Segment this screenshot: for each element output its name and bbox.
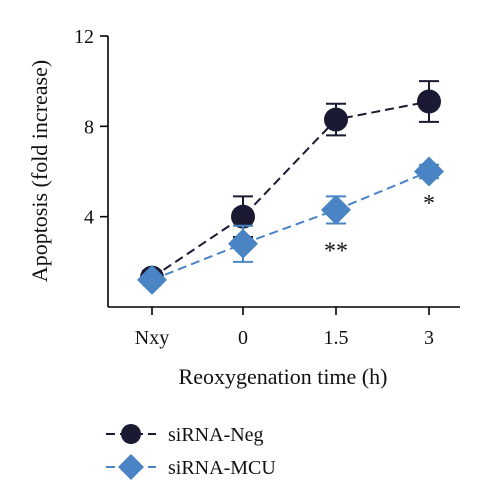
legend-label: siRNA-Neg <box>168 424 264 446</box>
data-point-circle <box>417 89 441 114</box>
x-tick-label: 1.5 <box>324 327 349 349</box>
x-tick-label: 3 <box>424 327 434 349</box>
legend-item: siRNA-MCU <box>106 454 276 480</box>
legend: siRNA-Neg siRNA-MCU <box>106 424 276 480</box>
data-point-diamond <box>414 156 444 187</box>
axes <box>107 36 460 308</box>
data-point-circle <box>121 424 141 444</box>
y-axis-title: Apoptosis (fold increase) <box>27 60 52 282</box>
series-sirna-mcu <box>137 156 444 295</box>
series-line <box>151 100 430 279</box>
series-layer <box>137 80 444 295</box>
x-axis-title: Reoxygenation time (h) <box>179 364 388 389</box>
significance-mark: ** <box>324 239 348 265</box>
data-point-circle <box>231 204 255 229</box>
series-sirna-neg <box>140 80 441 290</box>
data-point-diamond <box>321 194 351 225</box>
y-tick-label: 8 <box>84 116 94 138</box>
significance-mark: * <box>423 191 435 217</box>
legend-item: siRNA-Neg <box>106 424 264 446</box>
x-ticks: Nxy 0 1.5 3 <box>135 307 434 349</box>
data-point-diamond <box>118 454 144 480</box>
y-ticks: 4 8 12 <box>74 26 108 229</box>
series-line <box>151 170 430 281</box>
y-tick-label: 12 <box>74 26 94 48</box>
data-point-diamond <box>137 264 167 295</box>
data-point-diamond <box>228 228 258 259</box>
data-point-circle <box>324 107 348 132</box>
legend-label: siRNA-MCU <box>168 457 276 479</box>
y-tick-label: 4 <box>84 207 94 229</box>
x-tick-label: 0 <box>238 327 248 349</box>
x-tick-label: Nxy <box>135 327 169 349</box>
annotation-layer: *** <box>324 191 435 264</box>
